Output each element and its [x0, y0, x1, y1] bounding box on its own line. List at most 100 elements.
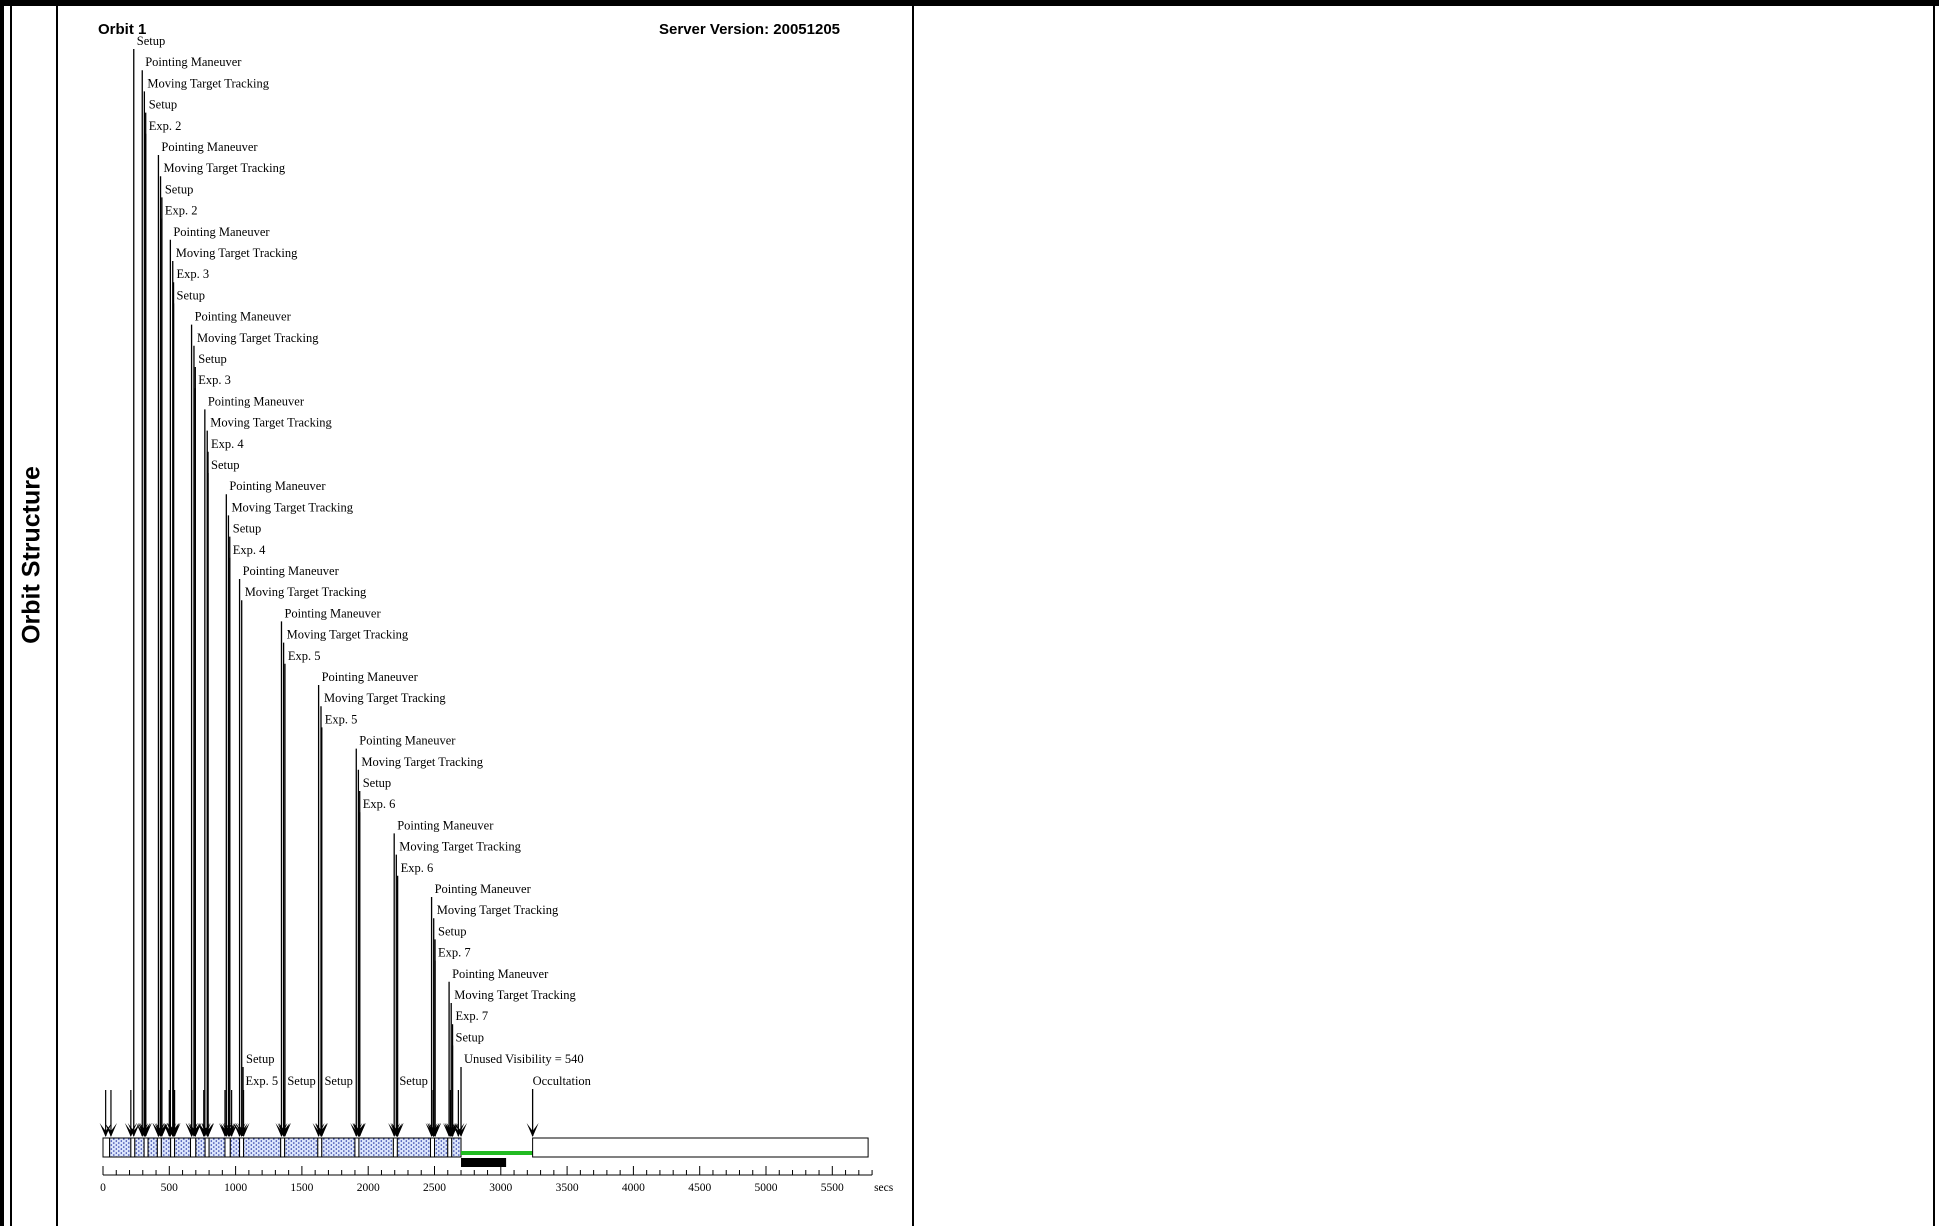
overhead-segment	[190, 1137, 197, 1158]
short-arrow-head	[444, 1123, 457, 1137]
short-arrow-head	[391, 1123, 404, 1137]
short-arrow-head	[427, 1123, 440, 1137]
activity-callouts: Setup Pointing Maneuver Moving Target Trac…	[127, 34, 584, 1137]
short-arrow-head	[152, 1123, 165, 1137]
exposure-segment	[195, 1137, 206, 1158]
callout-arrow	[136, 1123, 149, 1137]
tick-label: 3500	[556, 1182, 579, 1194]
callout-label: Exp. 5	[288, 649, 321, 663]
callout-label: Exp. 2	[165, 204, 198, 218]
callout-arrow	[223, 1123, 236, 1137]
overhead-segment	[130, 1137, 136, 1158]
bottom-labels: Exp. 5 Setup Setup Setup Occultation	[246, 1074, 592, 1137]
callout-label: Pointing Maneuver	[284, 606, 381, 620]
exposure-segment	[229, 1137, 241, 1158]
callout-label: Pointing Maneuver	[161, 140, 258, 154]
overhead-segment	[224, 1137, 231, 1158]
callout-label: Exp. 5	[325, 712, 358, 726]
callout-label: Setup	[246, 1052, 274, 1066]
callout-arrow	[443, 1123, 456, 1137]
callout-arrow	[233, 1123, 246, 1137]
time-axis: 0 500 1000 1500 2000 2500 3000 3500 4000 4500 5000…	[100, 1166, 894, 1194]
overhead-segment	[143, 1137, 149, 1158]
callout-label: Moving Target Tracking	[197, 331, 319, 345]
callout-label: Pointing Maneuver	[435, 882, 532, 896]
callout-label: Exp. 4	[211, 437, 244, 451]
callout-label: Moving Target Tracking	[437, 903, 559, 917]
exposure-segment	[243, 1137, 282, 1158]
short-arrow-head	[315, 1123, 328, 1137]
callout-label: Exp. 7	[438, 946, 471, 960]
callout-label: Moving Target Tracking	[324, 691, 446, 705]
tick-label: 5500	[821, 1182, 844, 1194]
callout-arrow	[312, 1123, 325, 1137]
callout-arrow	[350, 1123, 363, 1137]
exposure-segment	[321, 1137, 356, 1158]
callout-arrow	[275, 1123, 288, 1137]
axis-unit: secs	[874, 1182, 894, 1194]
overhead-segment	[317, 1137, 323, 1158]
short-arrow-head	[197, 1123, 210, 1137]
overhead-segment	[204, 1137, 210, 1158]
unused-visibility-bar	[461, 1158, 507, 1167]
callout-label: Moving Target Tracking	[176, 246, 298, 260]
orbit-label: Orbit 1	[98, 21, 146, 38]
overhead-segment	[354, 1137, 360, 1158]
callout-label: Exp. 2	[149, 119, 182, 133]
tick-label: 4000	[622, 1182, 645, 1194]
callout-arrow	[455, 1123, 468, 1137]
callout-label: Setup	[363, 776, 391, 790]
short-arrow-head	[218, 1123, 231, 1137]
callout-label: Setup	[165, 182, 193, 196]
callout-label: Setup	[438, 924, 466, 938]
short-arrow-head	[452, 1123, 465, 1137]
callout-label: Exp. 6	[401, 861, 434, 875]
callout-label: Pointing Maneuver	[397, 818, 494, 832]
overhead-segment	[102, 1137, 111, 1158]
callout-label: Moving Target Tracking	[147, 76, 269, 90]
callout-arrow	[189, 1123, 202, 1137]
callout-label: Pointing Maneuver	[145, 55, 242, 69]
callout-label: Moving Target Tracking	[210, 416, 332, 430]
callout-arrow	[139, 1123, 152, 1137]
callout-arrow	[127, 1123, 140, 1137]
callout-label: Pointing Maneuver	[452, 967, 549, 981]
callout-label: Pointing Maneuver	[208, 394, 305, 408]
exposure-segment	[160, 1137, 172, 1158]
exposure-segment	[358, 1137, 394, 1158]
callout-arrow	[446, 1123, 459, 1137]
callout-arrow	[154, 1123, 167, 1137]
overhead-segment	[392, 1137, 398, 1158]
short-arrow-head	[163, 1123, 176, 1137]
occultation-arrow	[526, 1123, 539, 1137]
callout-arrow	[220, 1123, 233, 1137]
exposure-segment	[109, 1137, 132, 1158]
exposure-segment	[434, 1137, 449, 1158]
tick-label: 2500	[423, 1182, 446, 1194]
short-arrow-head	[99, 1123, 112, 1137]
exposure-segment	[284, 1137, 319, 1158]
exposure-segment	[134, 1137, 145, 1158]
short-arrow-head	[237, 1123, 250, 1137]
callout-arrow	[235, 1123, 248, 1137]
tick-label: 4500	[688, 1182, 711, 1194]
exposure-segment	[174, 1137, 192, 1158]
bottom-label: Setup	[324, 1074, 352, 1088]
short-arrow-head	[352, 1123, 365, 1137]
callout-label: Pointing Maneuver	[243, 564, 340, 578]
callout-arrow	[202, 1123, 215, 1137]
timeline-arrows	[99, 1090, 465, 1137]
tick-label: 3000	[489, 1182, 512, 1194]
callout-label: Moving Target Tracking	[231, 500, 353, 514]
panel-label-column	[10, 6, 58, 1226]
callout-label: Setup	[456, 1030, 484, 1044]
callout-label: Pointing Maneuver	[322, 670, 419, 684]
bottom-label: Setup	[399, 1074, 427, 1088]
tick-label: 500	[161, 1182, 179, 1194]
tick-label: 0	[100, 1182, 106, 1194]
right-border	[1933, 6, 1935, 1226]
callout-label: Exp. 6	[363, 797, 396, 811]
callout-label: Moving Target Tracking	[399, 840, 521, 854]
callout-label: Moving Target Tracking	[245, 585, 367, 599]
